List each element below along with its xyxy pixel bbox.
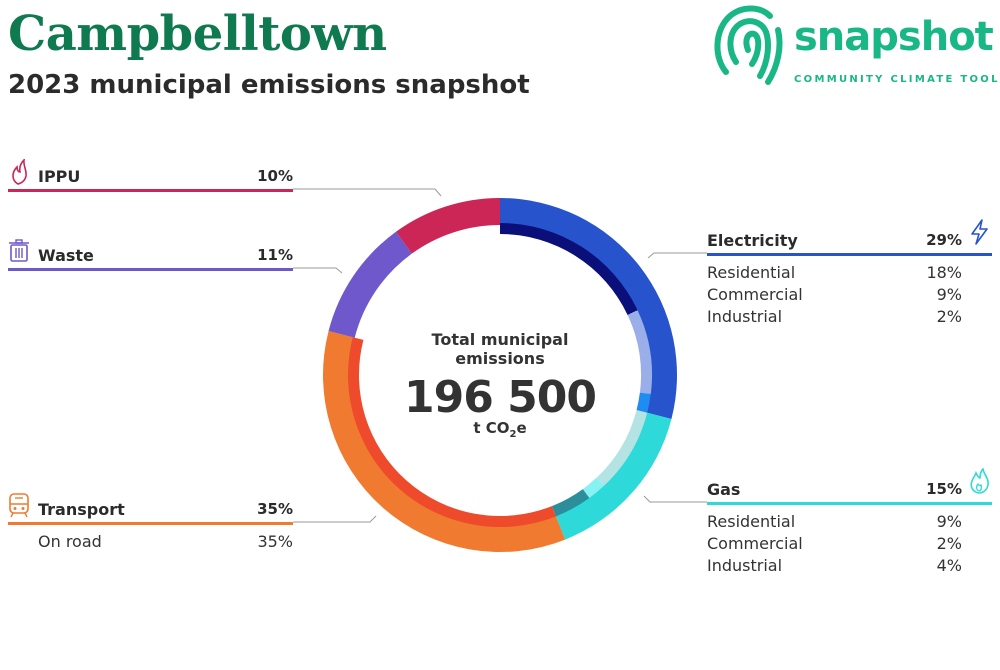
gas-sub-row: Residential 9% (707, 509, 992, 531)
gas-residential-percent: 9% (936, 512, 962, 531)
logo-tagline: COMMUNITY CLIMATE TOOL (794, 74, 1000, 85)
electricity-underline (707, 253, 992, 256)
gas-commercial-label: Commercial (707, 534, 803, 553)
flame-icon (12, 159, 27, 185)
chart-center-total: Total municipal emissions 196 500 t CO2e (385, 330, 615, 440)
page-title: Campbelltown (8, 6, 387, 62)
transport-on-road-label: On road (38, 532, 102, 551)
transport-name: Transport (38, 500, 125, 519)
electricity-industrial-percent: 2% (936, 307, 962, 326)
gas-industrial-label: Industrial (707, 556, 783, 575)
unit-prefix: t CO (473, 419, 510, 437)
electricity-sub-row: Industrial 2% (707, 304, 992, 326)
leader-line-gas (643, 495, 707, 503)
leader-lines (293, 188, 707, 523)
electricity-residential-percent: 18% (926, 263, 962, 282)
donut-subsegment-transport-on-road (347, 337, 556, 527)
donut-subsegment-electricity-commercial (627, 310, 652, 395)
total-value: 196 500 (403, 372, 597, 423)
category-ippu: IPPU 10% (8, 159, 293, 192)
waste-percent: 11% (257, 246, 293, 264)
electricity-sub-row: Commercial 9% (707, 282, 992, 304)
donut-subsegment-electricity-residential (500, 223, 638, 315)
category-electricity: Electricity 29% Residential 18% Commerci… (707, 219, 992, 326)
gas-sub-row: Commercial 2% (707, 531, 992, 553)
train-icon (9, 493, 29, 518)
gas-residential-label: Residential (707, 512, 796, 531)
ippu-percent: 10% (257, 167, 293, 185)
ippu-underline (8, 189, 293, 192)
logo-wordmark: snapshot (794, 14, 994, 60)
unit-subscript: 2 (509, 429, 517, 440)
gas-percent: 15% (926, 480, 962, 498)
electricity-name: Electricity (707, 231, 798, 250)
total-label: Total municipal emissions (431, 330, 569, 368)
donut-segment-ippu (395, 198, 500, 254)
page-subtitle: 2023 municipal emissions snapshot (8, 70, 530, 100)
snapshot-logo: snapshot COMMUNITY CLIMATE TOOL (712, 0, 1000, 92)
donut-segment-transport (323, 330, 566, 552)
outer-ring (323, 198, 677, 552)
gas-commercial-percent: 2% (936, 534, 962, 553)
gas-underline (707, 502, 992, 505)
transport-underline (8, 522, 293, 525)
trash-bin-icon (9, 239, 29, 262)
category-transport: Transport 35% On road 35% (8, 493, 293, 551)
leader-line-ippu (293, 188, 442, 197)
gas-industrial-percent: 4% (936, 556, 962, 575)
transport-on-road-percent: 35% (257, 532, 293, 551)
electricity-percent: 29% (926, 231, 962, 249)
leader-line-waste (293, 267, 343, 274)
gas-name: Gas (707, 480, 741, 499)
gas-flame-icon (970, 468, 989, 494)
category-waste: Waste 11% (8, 239, 293, 271)
ippu-name: IPPU (38, 167, 81, 186)
fingerprint-logo-icon (714, 5, 783, 85)
gas-sub-row: Industrial 4% (707, 553, 992, 575)
donut-subsegment-gas-residential (596, 410, 648, 486)
waste-underline (8, 268, 293, 271)
total-unit: t CO2e (385, 419, 615, 440)
donut-segment-electricity (500, 198, 677, 420)
electricity-sub-row: Residential 18% (707, 260, 992, 282)
donut-subsegment-gas-commercial (582, 477, 605, 498)
inner-ring (347, 223, 652, 527)
lightning-icon (971, 219, 988, 245)
leader-line-transport (293, 515, 377, 523)
transport-sub-row: On road 35% (8, 529, 293, 551)
donut-subsegment-electricity-industrial (636, 392, 651, 413)
waste-name: Waste (38, 246, 94, 265)
electricity-residential-label: Residential (707, 263, 796, 282)
category-gas: Gas 15% Residential 9% Commercial 2% Ind… (707, 468, 992, 575)
transport-percent: 35% (257, 500, 293, 518)
electricity-commercial-label: Commercial (707, 285, 803, 304)
electricity-commercial-percent: 9% (936, 285, 962, 304)
donut-segment-waste (328, 231, 412, 338)
electricity-industrial-label: Industrial (707, 307, 783, 326)
unit-suffix: e (516, 419, 527, 437)
donut-subsegment-gas-industrial (551, 489, 590, 517)
leader-line-electricity (647, 252, 707, 259)
